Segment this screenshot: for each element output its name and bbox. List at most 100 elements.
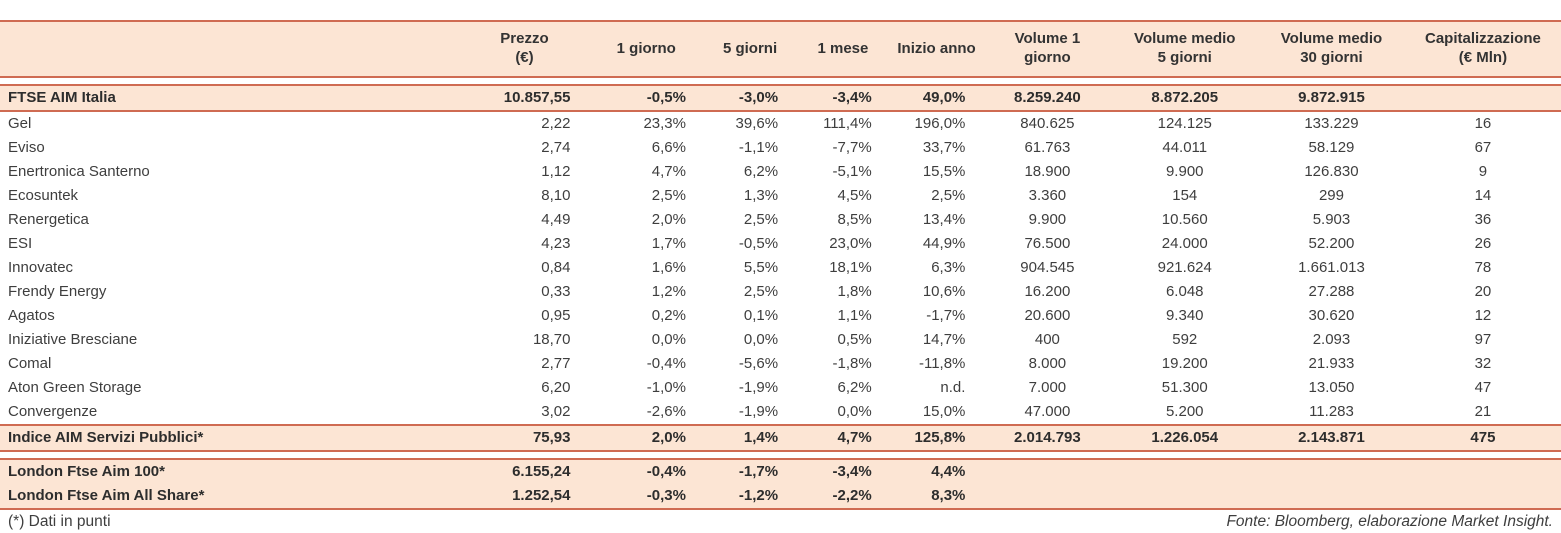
value-cell: 13.050: [1308, 378, 1355, 396]
value-cell: 4,23: [541, 234, 571, 252]
value-cell: -0,4%: [646, 462, 686, 480]
row-label: Iniziative Bresciane: [8, 330, 138, 348]
value-cell: 23,3%: [643, 114, 686, 132]
value-cell: 133.229: [1304, 114, 1359, 132]
table-row: Aton Green Storage 6,20 -1,0% -1,9% 6,2% n.d.…: [0, 376, 1561, 400]
column-header: 5 giorni: [722, 39, 778, 57]
column-header: Prezzo (€): [500, 30, 549, 66]
value-cell: 51.300: [1161, 378, 1208, 396]
row-label: London Ftse Aim All Share*: [8, 486, 205, 504]
value-cell: 1,3%: [743, 186, 779, 204]
ftse-aim-italia-band: FTSE AIM Italia 10.857,55 -0,5% -3,0% -3,4% 4…: [0, 84, 1561, 112]
row-label: Gel: [8, 114, 32, 132]
value-cell: 36: [1474, 210, 1492, 228]
aim-italia-table: Prezzo (€) 1 giorno 5 giorni 1 mese Inizio a…: [0, 20, 1561, 510]
value-cell: 18,70: [532, 330, 571, 348]
value-cell: 30.620: [1308, 306, 1355, 324]
value-cell: 8.872.205: [1151, 88, 1219, 106]
column-header: Volume medio 30 giorni: [1280, 30, 1383, 66]
value-cell: 13,4%: [922, 210, 966, 228]
value-cell: 20.600: [1024, 306, 1071, 324]
value-cell: 44.011: [1162, 138, 1208, 156]
value-cell: 1.226.054: [1151, 428, 1219, 446]
value-cell: 1,6%: [651, 258, 686, 276]
value-cell: 2,0%: [651, 210, 686, 228]
value-cell: 6.155,24: [512, 462, 571, 480]
value-cell: 475: [1470, 428, 1496, 446]
value-cell: -1,0%: [646, 378, 686, 396]
table-row: Comal 2,77 -0,4% -5,6% -1,8% -11,8% 8.000 19.20…: [0, 352, 1561, 376]
row-label: Convergenze: [8, 402, 98, 420]
value-cell: 2,5%: [743, 210, 779, 228]
row-label: ESI: [8, 234, 33, 252]
value-cell: 4,7%: [837, 428, 872, 446]
value-cell: 124.125: [1157, 114, 1212, 132]
row-label: FTSE AIM Italia: [8, 88, 116, 106]
table-row: Gel 2,22 23,3% 39,6% 111,4% 196,0% 840.625 124.…: [0, 112, 1561, 136]
value-cell: 9.900: [1028, 210, 1067, 228]
value-cell: 126.830: [1304, 162, 1359, 180]
table-header-band: Prezzo (€) 1 giorno 5 giorni 1 mese Inizio a…: [0, 20, 1561, 78]
value-cell: 1,7%: [651, 234, 686, 252]
row-label: Renergetica: [8, 210, 89, 228]
value-cell: n.d.: [940, 378, 966, 396]
value-cell: 8,10: [541, 186, 571, 204]
value-cell: 2,5%: [651, 186, 686, 204]
value-cell: 18.900: [1024, 162, 1071, 180]
row-label: Indice AIM Servizi Pubblici*: [8, 428, 204, 446]
value-cell: -0,5%: [738, 234, 779, 252]
value-cell: 1.661.013: [1298, 258, 1365, 276]
table-row: Innovatec 0,84 1,6% 5,5% 18,1% 6,3% 904.545 921…: [0, 256, 1561, 280]
table-row-london-index: London Ftse Aim 100* 6.155,24 -0,4% -1,7% -3…: [0, 460, 1561, 484]
value-cell: 1,12: [541, 162, 571, 180]
value-cell: 4,49: [541, 210, 571, 228]
value-cell: 400: [1034, 330, 1060, 348]
column-header: 1 giorno: [616, 39, 676, 57]
value-cell: 78: [1474, 258, 1492, 276]
value-cell: 299: [1318, 186, 1344, 204]
value-cell: 1,4%: [743, 428, 779, 446]
table-row: Renergetica 4,49 2,0% 2,5% 8,5% 13,4% 9.900 10.…: [0, 208, 1561, 232]
column-header: Volume 1 giorno: [1014, 30, 1081, 66]
value-cell: 196,0%: [914, 114, 966, 132]
value-cell: 6,6%: [651, 138, 686, 156]
row-label: London Ftse Aim 100*: [8, 462, 165, 480]
table-row: Ecosuntek 8,10 2,5% 1,3% 4,5% 2,5% 3.360 154 299…: [0, 184, 1561, 208]
value-cell: -1,8%: [832, 354, 872, 372]
value-cell: -11,8%: [918, 354, 966, 372]
value-cell: 2.014.793: [1014, 428, 1081, 446]
value-cell: 2,5%: [931, 186, 966, 204]
row-label: Ecosuntek: [8, 186, 79, 204]
table-row: Enertronica Santerno 1,12 4,7% 6,2% -5,1% 15,…: [0, 160, 1561, 184]
value-cell: 52.200: [1308, 234, 1355, 252]
value-cell: 58.129: [1308, 138, 1355, 156]
value-cell: 11.283: [1309, 402, 1354, 420]
value-cell: 1.252,54: [512, 486, 571, 504]
section-gap: [0, 78, 1561, 84]
value-cell: 111,4%: [823, 114, 872, 132]
column-header: Capitalizzazione (€ Mln): [1424, 30, 1541, 66]
value-cell: 16: [1474, 114, 1492, 132]
row-label: Aton Green Storage: [8, 378, 142, 396]
value-cell: 4,5%: [837, 186, 872, 204]
table-row-ftse-aim-italia: FTSE AIM Italia 10.857,55 -0,5% -3,0% -3,4% 4…: [0, 86, 1561, 110]
value-cell: 125,8%: [914, 428, 966, 446]
value-cell: 4,7%: [651, 162, 686, 180]
value-cell: 33,7%: [922, 138, 966, 156]
value-cell: 15,5%: [922, 162, 966, 180]
value-cell: 8.259.240: [1014, 88, 1081, 106]
value-cell: -7,7%: [832, 138, 872, 156]
value-cell: 1,8%: [837, 282, 872, 300]
value-cell: -2,6%: [646, 402, 686, 420]
value-cell: -1,1%: [738, 138, 779, 156]
value-cell: 2,0%: [651, 428, 686, 446]
table-row-london-index: London Ftse Aim All Share* 1.252,54 -0,3% -…: [0, 484, 1561, 508]
value-cell: 5,5%: [743, 258, 779, 276]
row-label: Enertronica Santerno: [8, 162, 150, 180]
value-cell: 21.933: [1308, 354, 1355, 372]
value-cell: 5.903: [1312, 210, 1351, 228]
column-header: 1 mese: [817, 39, 869, 57]
value-cell: 19.200: [1161, 354, 1208, 372]
value-cell: -1,7%: [926, 306, 966, 324]
value-cell: 9.900: [1165, 162, 1204, 180]
